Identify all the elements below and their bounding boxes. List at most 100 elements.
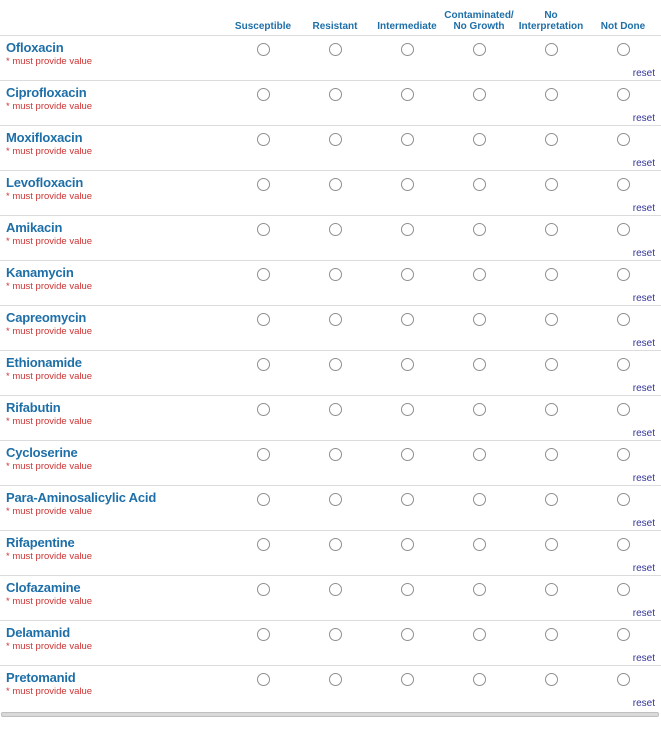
radio-susceptible[interactable] [256, 223, 270, 236]
radio-contaminated-no-growth[interactable] [472, 88, 486, 101]
radio-no-interpretation[interactable] [544, 583, 558, 596]
radio-no-interpretation[interactable] [544, 493, 558, 506]
radio-susceptible[interactable] [256, 43, 270, 56]
radio-not-done[interactable] [616, 88, 630, 101]
reset-link[interactable]: reset [632, 68, 655, 79]
reset-link[interactable]: reset [632, 698, 655, 709]
radio-susceptible[interactable] [256, 493, 270, 506]
radio-not-done[interactable] [616, 313, 630, 326]
radio-intermediate[interactable] [400, 268, 414, 281]
radio-not-done[interactable] [616, 448, 630, 461]
reset-link[interactable]: reset [632, 608, 655, 619]
radio-contaminated-no-growth[interactable] [472, 178, 486, 191]
radio-susceptible[interactable] [256, 88, 270, 101]
radio-contaminated-no-growth[interactable] [472, 268, 486, 281]
radio-susceptible[interactable] [256, 628, 270, 641]
radio-contaminated-no-growth[interactable] [472, 358, 486, 371]
radio-not-done[interactable] [616, 43, 630, 56]
radio-not-done[interactable] [616, 223, 630, 236]
radio-contaminated-no-growth[interactable] [472, 133, 486, 146]
radio-not-done[interactable] [616, 178, 630, 191]
radio-no-interpretation[interactable] [544, 448, 558, 461]
radio-susceptible[interactable] [256, 538, 270, 551]
radio-not-done[interactable] [616, 673, 630, 686]
radio-susceptible[interactable] [256, 133, 270, 146]
radio-no-interpretation[interactable] [544, 88, 558, 101]
radio-contaminated-no-growth[interactable] [472, 223, 486, 236]
radio-no-interpretation[interactable] [544, 133, 558, 146]
reset-link[interactable]: reset [632, 653, 655, 664]
radio-no-interpretation[interactable] [544, 178, 558, 191]
radio-contaminated-no-growth[interactable] [472, 448, 486, 461]
radio-intermediate[interactable] [400, 313, 414, 326]
reset-link[interactable]: reset [632, 293, 655, 304]
radio-intermediate[interactable] [400, 583, 414, 596]
radio-resistant[interactable] [328, 43, 342, 56]
radio-susceptible[interactable] [256, 403, 270, 416]
radio-not-done[interactable] [616, 493, 630, 506]
radio-resistant[interactable] [328, 493, 342, 506]
radio-no-interpretation[interactable] [544, 43, 558, 56]
radio-contaminated-no-growth[interactable] [472, 43, 486, 56]
radio-contaminated-no-growth[interactable] [472, 313, 486, 326]
radio-resistant[interactable] [328, 583, 342, 596]
radio-resistant[interactable] [328, 133, 342, 146]
radio-no-interpretation[interactable] [544, 313, 558, 326]
radio-intermediate[interactable] [400, 43, 414, 56]
reset-link[interactable]: reset [632, 158, 655, 169]
radio-contaminated-no-growth[interactable] [472, 493, 486, 506]
radio-intermediate[interactable] [400, 403, 414, 416]
radio-resistant[interactable] [328, 538, 342, 551]
radio-susceptible[interactable] [256, 178, 270, 191]
radio-resistant[interactable] [328, 403, 342, 416]
radio-contaminated-no-growth[interactable] [472, 583, 486, 596]
radio-resistant[interactable] [328, 448, 342, 461]
radio-susceptible[interactable] [256, 268, 270, 281]
radio-not-done[interactable] [616, 268, 630, 281]
reset-link[interactable]: reset [632, 383, 655, 394]
radio-susceptible[interactable] [256, 583, 270, 596]
radio-susceptible[interactable] [256, 358, 270, 371]
reset-link[interactable]: reset [632, 518, 655, 529]
radio-intermediate[interactable] [400, 178, 414, 191]
radio-no-interpretation[interactable] [544, 358, 558, 371]
radio-intermediate[interactable] [400, 628, 414, 641]
radio-not-done[interactable] [616, 358, 630, 371]
radio-resistant[interactable] [328, 358, 342, 371]
radio-no-interpretation[interactable] [544, 673, 558, 686]
radio-susceptible[interactable] [256, 673, 270, 686]
radio-intermediate[interactable] [400, 133, 414, 146]
radio-not-done[interactable] [616, 628, 630, 641]
reset-link[interactable]: reset [632, 473, 655, 484]
radio-no-interpretation[interactable] [544, 223, 558, 236]
radio-contaminated-no-growth[interactable] [472, 538, 486, 551]
reset-link[interactable]: reset [632, 563, 655, 574]
radio-resistant[interactable] [328, 223, 342, 236]
radio-resistant[interactable] [328, 268, 342, 281]
radio-not-done[interactable] [616, 403, 630, 416]
reset-link[interactable]: reset [632, 338, 655, 349]
radio-resistant[interactable] [328, 628, 342, 641]
reset-link[interactable]: reset [632, 248, 655, 259]
radio-resistant[interactable] [328, 673, 342, 686]
radio-no-interpretation[interactable] [544, 403, 558, 416]
reset-link[interactable]: reset [632, 428, 655, 439]
radio-intermediate[interactable] [400, 448, 414, 461]
radio-no-interpretation[interactable] [544, 628, 558, 641]
radio-no-interpretation[interactable] [544, 268, 558, 281]
radio-intermediate[interactable] [400, 88, 414, 101]
radio-resistant[interactable] [328, 88, 342, 101]
radio-susceptible[interactable] [256, 448, 270, 461]
reset-link[interactable]: reset [632, 113, 655, 124]
radio-contaminated-no-growth[interactable] [472, 628, 486, 641]
radio-not-done[interactable] [616, 583, 630, 596]
radio-susceptible[interactable] [256, 313, 270, 326]
radio-resistant[interactable] [328, 178, 342, 191]
radio-intermediate[interactable] [400, 493, 414, 506]
radio-not-done[interactable] [616, 538, 630, 551]
radio-no-interpretation[interactable] [544, 538, 558, 551]
radio-intermediate[interactable] [400, 223, 414, 236]
reset-link[interactable]: reset [632, 203, 655, 214]
radio-intermediate[interactable] [400, 673, 414, 686]
radio-not-done[interactable] [616, 133, 630, 146]
